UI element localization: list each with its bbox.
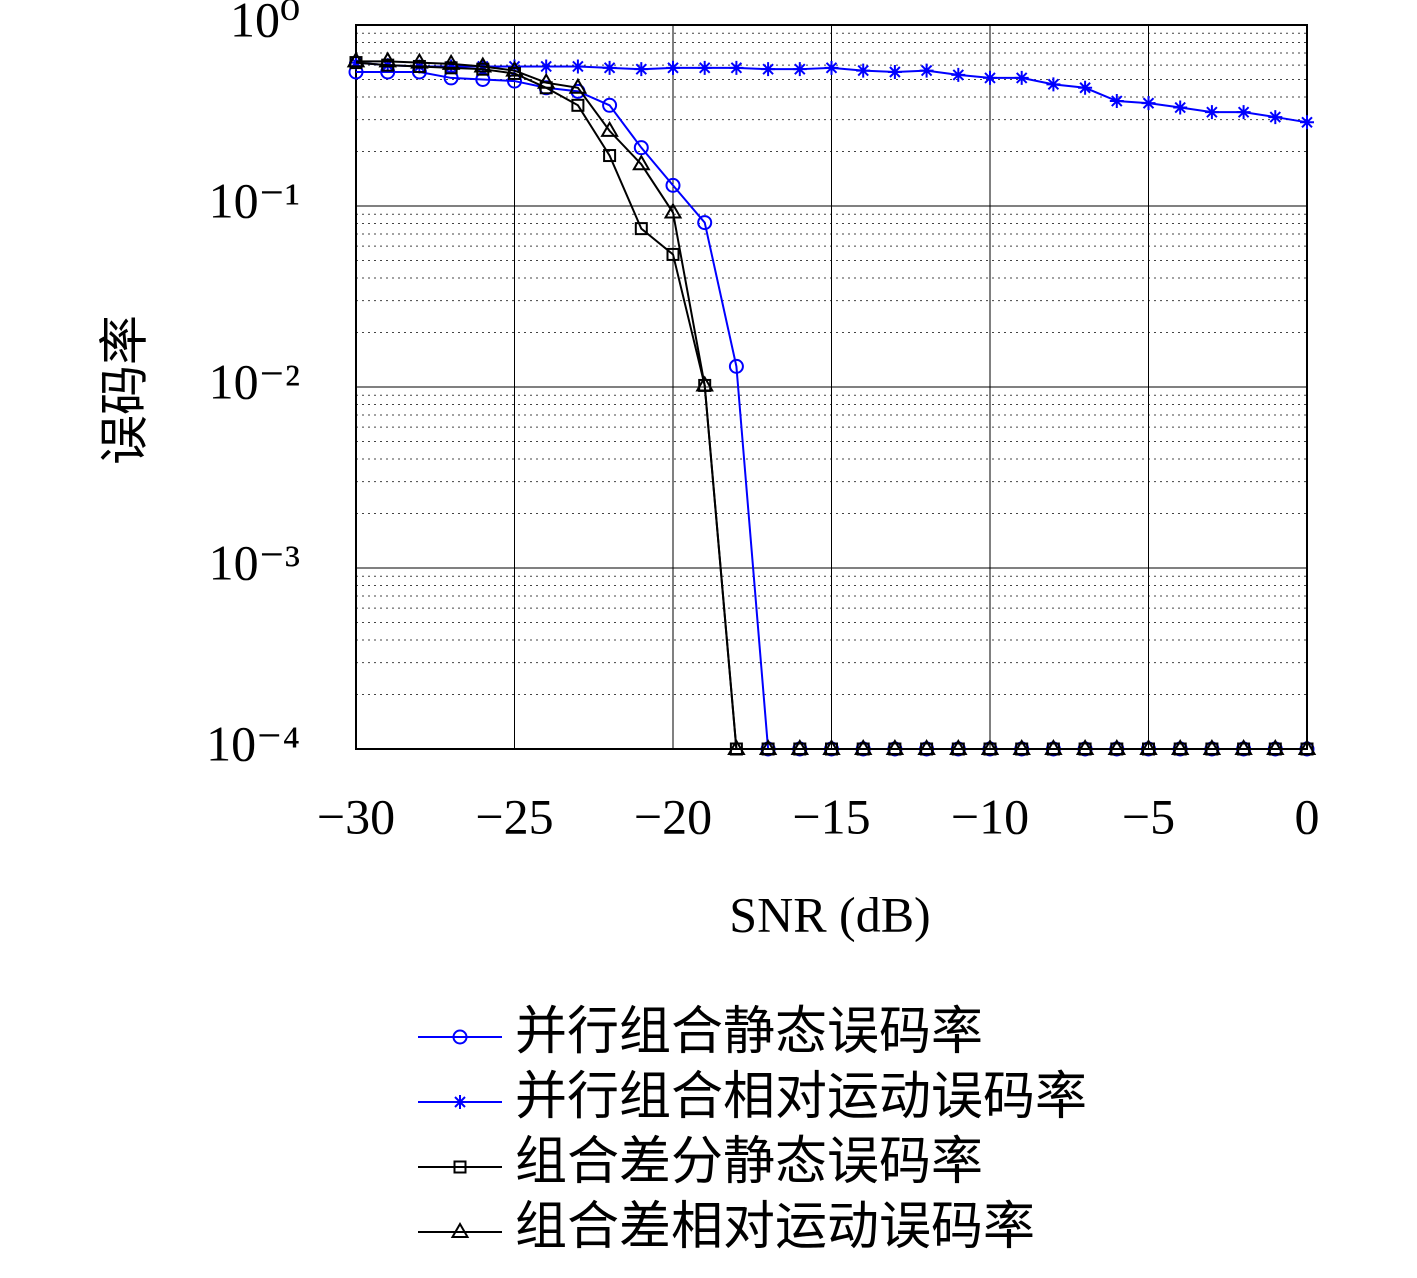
legend-label: 并行组合相对运动误码率 <box>515 1069 1087 1126</box>
marker <box>443 70 459 86</box>
x-tick-label: 0 <box>1295 788 1320 844</box>
marker <box>1014 70 1029 85</box>
marker <box>507 59 522 74</box>
marker <box>666 247 680 261</box>
marker <box>568 77 588 94</box>
marker <box>917 738 936 755</box>
marker <box>473 56 493 73</box>
legend-marker <box>453 1095 467 1109</box>
y-tick-label: 10⁻² <box>209 353 300 409</box>
x-tick-label: −30 <box>317 788 395 844</box>
x-tick-label: −5 <box>1122 788 1175 844</box>
marker <box>1109 94 1124 109</box>
marker <box>951 67 966 82</box>
marker <box>663 202 683 219</box>
marker <box>856 63 871 78</box>
marker <box>949 738 968 755</box>
marker <box>1170 738 1190 755</box>
marker <box>824 60 839 75</box>
marker <box>505 60 524 77</box>
marker <box>758 738 778 755</box>
marker <box>983 70 997 85</box>
marker <box>1012 738 1031 755</box>
marker <box>1139 738 1158 755</box>
marker <box>536 72 556 89</box>
y-tick-label: 10⁰ <box>230 0 300 47</box>
marker <box>602 60 617 75</box>
legend-label: 并行组合静态误码率 <box>515 1004 983 1061</box>
marker <box>666 60 680 75</box>
marker <box>444 59 459 74</box>
marker <box>1173 100 1188 115</box>
marker <box>761 62 776 77</box>
marker <box>853 738 873 755</box>
marker <box>539 59 554 74</box>
legend-label: 组合差相对运动误码率 <box>515 1199 1035 1256</box>
x-tick-label: −25 <box>475 788 553 844</box>
marker <box>603 149 617 163</box>
marker <box>571 98 585 112</box>
marker <box>1266 738 1285 755</box>
marker <box>980 738 1000 755</box>
marker <box>1204 105 1219 120</box>
y-tick-label: 10⁻¹ <box>209 172 300 228</box>
marker <box>727 738 746 755</box>
marker <box>632 154 651 171</box>
marker <box>1075 738 1095 755</box>
marker <box>1297 738 1317 755</box>
marker <box>634 62 649 77</box>
marker <box>600 120 619 137</box>
legend-marker <box>453 1160 467 1174</box>
legend-marker <box>450 1221 470 1238</box>
marker <box>729 60 744 75</box>
y-axis-label: 误码率 <box>96 315 152 465</box>
marker <box>349 55 363 70</box>
x-axis-label: SNR (dB) <box>729 886 930 942</box>
marker <box>633 140 649 156</box>
x-tick-label: −20 <box>634 788 712 844</box>
marker <box>1202 738 1222 755</box>
x-tick-label: −10 <box>951 788 1029 844</box>
marker <box>346 51 366 68</box>
marker <box>507 73 522 89</box>
marker <box>634 222 648 236</box>
marker <box>792 62 807 77</box>
marker <box>570 59 585 74</box>
marker <box>1107 738 1127 755</box>
marker <box>887 64 902 79</box>
marker <box>1236 105 1251 120</box>
marker <box>665 177 681 193</box>
marker <box>441 53 461 70</box>
y-tick-label: 10⁻³ <box>209 534 300 590</box>
x-tick-label: −15 <box>792 788 870 844</box>
marker <box>1046 77 1061 92</box>
marker <box>885 738 905 755</box>
marker <box>790 738 810 755</box>
marker <box>695 375 714 392</box>
marker <box>475 71 491 87</box>
marker <box>378 51 397 68</box>
marker <box>822 738 841 755</box>
marker <box>728 358 744 374</box>
marker <box>602 97 618 113</box>
marker <box>1044 738 1063 755</box>
marker <box>1268 110 1283 125</box>
marker <box>410 52 429 69</box>
marker <box>1141 96 1156 111</box>
marker <box>697 60 712 75</box>
marker <box>919 63 934 78</box>
legend-marker <box>452 1029 468 1045</box>
marker <box>1234 738 1253 755</box>
marker <box>697 215 713 231</box>
marker <box>381 58 395 72</box>
legend-label: 组合差分静态误码率 <box>515 1134 983 1191</box>
y-tick-label: 10⁻⁴ <box>206 715 300 771</box>
marker <box>444 61 458 75</box>
marker <box>412 59 426 73</box>
marker <box>1078 80 1093 95</box>
marker <box>1300 115 1314 130</box>
series-line <box>356 60 1307 750</box>
